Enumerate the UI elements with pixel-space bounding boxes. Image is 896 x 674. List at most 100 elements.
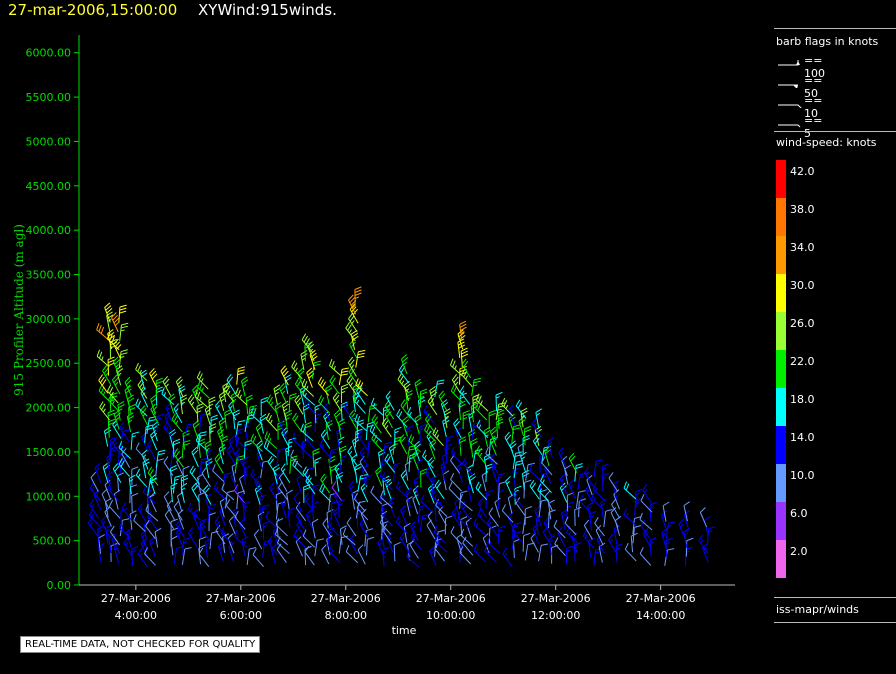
wind-barb (524, 506, 533, 525)
barb-half-feather (270, 401, 274, 406)
barb-feather (470, 438, 478, 443)
barb-shaft (111, 379, 121, 395)
barb-half-feather (330, 452, 335, 454)
barb-half-feather (124, 541, 129, 546)
wind-barb (260, 396, 268, 416)
barb-shaft (176, 461, 184, 477)
barb-feather (592, 482, 597, 490)
barb-feather (339, 445, 347, 450)
wind-barb (302, 403, 311, 424)
chart-title-name: XYWind:915winds. (198, 1, 337, 19)
barb-feather (87, 517, 93, 524)
wind-barb (370, 485, 382, 505)
barb-feather (326, 423, 333, 428)
barb-half-feather (121, 526, 124, 531)
barb-feather (331, 481, 337, 488)
wind-barb (395, 480, 409, 499)
barb-half-feather (454, 365, 457, 370)
wind-barb (345, 321, 356, 342)
barb-feather (280, 365, 286, 372)
barb-shaft (163, 496, 172, 512)
barb-half-feather (285, 449, 290, 453)
wind-barb (331, 481, 342, 501)
wind-barb (380, 490, 393, 509)
barb-feather (357, 544, 364, 551)
barb-feather (287, 507, 295, 512)
barb-feather (462, 413, 470, 417)
barb-feather (205, 493, 212, 499)
wind-barb (419, 514, 430, 532)
barb-feather (161, 387, 165, 395)
barb-feather (150, 430, 156, 436)
barb-half-feather (662, 532, 667, 536)
wind-barb (107, 384, 119, 404)
barb-feather (517, 402, 523, 409)
y-tick-label: 4500.00 (26, 180, 72, 193)
barb-feather (106, 332, 111, 340)
barb-shaft (497, 528, 500, 545)
barb-shaft (276, 549, 287, 563)
barb-feather (195, 433, 200, 441)
wind-barb (435, 498, 448, 518)
barb-half-feather (223, 531, 226, 536)
wind-barb (278, 471, 288, 492)
barb-half-feather (333, 365, 336, 370)
barb-feather (219, 497, 227, 503)
wind-barb (699, 507, 708, 528)
barb-feather (365, 474, 373, 478)
barb-feather (340, 525, 347, 530)
wind-barb (144, 547, 156, 566)
barb-shaft (326, 539, 331, 556)
barb-feather (450, 384, 455, 392)
wind-barb (107, 409, 115, 429)
barb-shaft (553, 526, 566, 539)
barb-feather (111, 336, 115, 344)
barb-feather (313, 363, 321, 367)
barb-shaft (558, 452, 567, 468)
wind-barb (147, 466, 159, 486)
barb-feather (224, 472, 232, 476)
barb-half-feather (120, 445, 124, 450)
colorscale-segment (776, 160, 786, 198)
barb-feather (148, 419, 156, 422)
barb-feather (286, 489, 293, 494)
barb-feather (348, 377, 354, 384)
barb-feather (157, 413, 165, 417)
barb-shaft (367, 441, 370, 458)
barb-feather (322, 517, 328, 525)
barb-feather (112, 356, 119, 363)
wind-barb (113, 338, 122, 359)
barb-feather (452, 386, 457, 394)
barb-half-feather (665, 542, 671, 545)
barb-feather (354, 286, 362, 290)
barb-feather (394, 426, 402, 431)
barb-feather (108, 418, 116, 423)
barb-feather (170, 464, 177, 469)
barb-feather (461, 358, 467, 365)
barb-shaft (188, 532, 198, 547)
barb-feather (149, 469, 154, 476)
barb-shaft (427, 462, 436, 478)
y-tick-label: 1500.00 (26, 446, 72, 459)
barb-feather (235, 387, 239, 395)
wind-barb (354, 463, 362, 483)
wind-barb (163, 421, 175, 441)
wind-barb (488, 409, 496, 429)
wind-barb (163, 491, 172, 512)
wind-barb (181, 547, 192, 565)
barb-feather (173, 441, 181, 446)
barb-feather (164, 378, 170, 385)
barb-feather (465, 517, 472, 523)
wind-barb (267, 535, 278, 556)
barb-feather (460, 516, 468, 520)
barb-shaft (189, 471, 201, 485)
barb-feather (488, 409, 496, 414)
colorscale-segment (776, 388, 786, 426)
barb-feather (375, 466, 381, 472)
barb-feather (284, 374, 291, 379)
barb-feather (107, 329, 114, 334)
barb-feather (509, 440, 516, 446)
barb-shaft (234, 457, 238, 474)
wind-barb (163, 456, 174, 476)
barb-feather (505, 475, 511, 482)
